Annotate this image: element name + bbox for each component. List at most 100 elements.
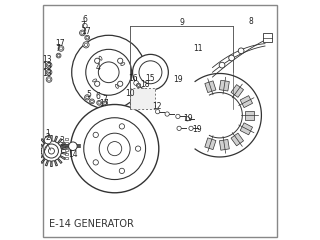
Bar	[32, 139, 36, 142]
Text: 16: 16	[128, 74, 137, 84]
Polygon shape	[205, 81, 216, 93]
Circle shape	[119, 168, 124, 174]
Circle shape	[135, 146, 141, 151]
Circle shape	[57, 54, 60, 57]
Circle shape	[86, 96, 89, 99]
Circle shape	[60, 47, 62, 50]
Circle shape	[156, 109, 160, 114]
Polygon shape	[240, 96, 252, 108]
Circle shape	[177, 126, 181, 131]
Circle shape	[80, 30, 85, 36]
Circle shape	[72, 35, 146, 109]
Text: 7: 7	[80, 21, 85, 30]
Circle shape	[118, 58, 123, 63]
Circle shape	[98, 102, 100, 104]
Circle shape	[137, 84, 140, 87]
Text: 3: 3	[59, 137, 64, 145]
Text: 15: 15	[146, 74, 155, 84]
Ellipse shape	[116, 84, 118, 88]
Circle shape	[91, 100, 93, 103]
Bar	[263, 33, 272, 42]
Text: 5: 5	[86, 90, 91, 99]
Circle shape	[229, 55, 235, 61]
Circle shape	[139, 61, 162, 84]
Text: 13: 13	[43, 55, 52, 64]
Bar	[32, 147, 36, 149]
Circle shape	[98, 62, 119, 83]
Bar	[32, 136, 36, 138]
Circle shape	[95, 81, 100, 86]
Polygon shape	[205, 138, 216, 150]
Circle shape	[56, 53, 61, 58]
Bar	[65, 153, 68, 155]
Circle shape	[132, 54, 168, 90]
Circle shape	[119, 124, 124, 129]
Ellipse shape	[121, 63, 125, 66]
Circle shape	[85, 35, 90, 40]
Circle shape	[185, 117, 189, 121]
Polygon shape	[240, 123, 252, 135]
Circle shape	[104, 102, 107, 105]
Circle shape	[44, 137, 52, 144]
Circle shape	[83, 42, 89, 48]
Circle shape	[58, 46, 64, 51]
Text: 7: 7	[55, 44, 60, 53]
Circle shape	[83, 23, 87, 28]
Polygon shape	[219, 80, 229, 91]
Circle shape	[108, 142, 122, 156]
Circle shape	[95, 58, 100, 63]
Circle shape	[99, 133, 130, 164]
Text: 19: 19	[173, 75, 183, 84]
Text: 13: 13	[43, 62, 52, 71]
Text: 11: 11	[193, 44, 203, 53]
Circle shape	[84, 95, 90, 100]
Circle shape	[84, 118, 146, 180]
Text: 6: 6	[96, 92, 100, 101]
Circle shape	[189, 126, 193, 131]
FancyBboxPatch shape	[130, 88, 155, 109]
Circle shape	[176, 114, 180, 119]
Circle shape	[46, 77, 52, 82]
Circle shape	[47, 64, 51, 67]
Text: 13: 13	[43, 69, 52, 78]
Bar	[32, 143, 36, 145]
Circle shape	[103, 101, 108, 106]
Circle shape	[93, 160, 98, 165]
Text: 17: 17	[81, 27, 91, 36]
Circle shape	[118, 81, 123, 86]
Bar	[65, 145, 68, 148]
Circle shape	[48, 148, 54, 154]
Circle shape	[219, 62, 225, 68]
Text: 10: 10	[125, 89, 135, 98]
Circle shape	[84, 43, 88, 47]
Polygon shape	[231, 84, 244, 97]
Text: 6: 6	[83, 15, 87, 24]
Text: 1: 1	[45, 129, 50, 138]
FancyBboxPatch shape	[43, 6, 277, 237]
Text: 19: 19	[183, 114, 193, 123]
Circle shape	[47, 78, 51, 81]
Circle shape	[238, 48, 244, 54]
Ellipse shape	[99, 56, 102, 60]
Text: 18: 18	[140, 80, 149, 89]
Text: 8: 8	[248, 17, 253, 26]
Bar	[32, 151, 36, 153]
Text: E-14 GENERATOR: E-14 GENERATOR	[49, 219, 134, 228]
Polygon shape	[219, 139, 229, 150]
Bar	[65, 157, 68, 159]
Circle shape	[86, 49, 132, 95]
Circle shape	[81, 31, 84, 35]
Circle shape	[46, 62, 52, 68]
Bar	[65, 138, 68, 140]
Text: 19: 19	[192, 125, 202, 134]
Ellipse shape	[92, 79, 97, 82]
Bar	[65, 149, 68, 151]
Bar	[32, 158, 36, 161]
Circle shape	[97, 100, 101, 105]
Text: 7: 7	[102, 95, 107, 104]
Circle shape	[93, 132, 98, 138]
Bar	[65, 142, 68, 144]
Text: 14: 14	[68, 150, 78, 159]
Circle shape	[86, 36, 89, 39]
Text: 17: 17	[100, 99, 109, 108]
